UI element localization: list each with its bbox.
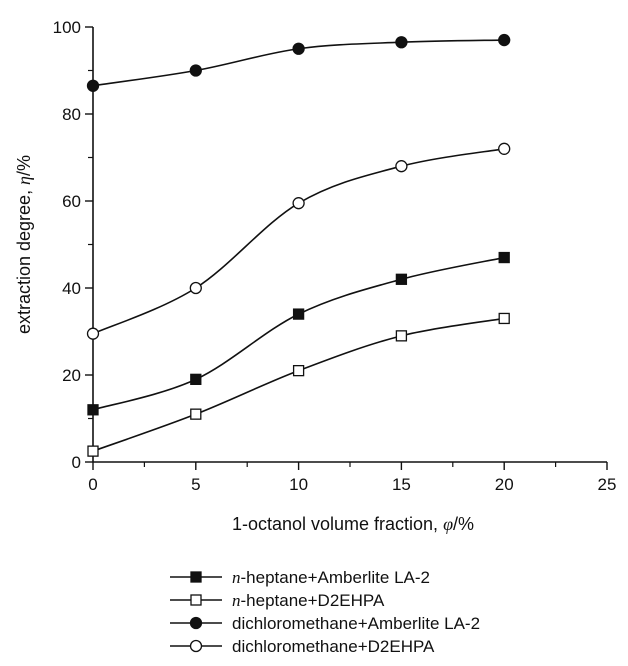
y-tick-label: 0 [72, 453, 81, 472]
x-tick-label: 25 [598, 475, 617, 494]
data-point-s2-0 [87, 445, 99, 457]
series-line-s2 [92, 317, 505, 452]
x-tick-label: 5 [191, 475, 200, 494]
y-tick-label: 60 [62, 192, 81, 211]
y-tick-label: 20 [62, 366, 81, 385]
data-point-s3-2 [292, 42, 305, 55]
data-point-s1-0 [87, 404, 99, 416]
x-tick-label: 20 [495, 475, 514, 494]
data-point-s2-3 [395, 330, 408, 342]
data-point-s1-1 [190, 373, 202, 386]
series-line-s4 [92, 148, 505, 335]
data-point-s3-0 [86, 79, 100, 92]
data-point-s2-2 [292, 364, 305, 377]
x-tick-label: 15 [392, 475, 411, 494]
legend-label: dichloromethane+Amberlite LA-2 [232, 614, 480, 633]
series-line-s1 [92, 256, 505, 411]
legend-item-s4: dichloromethane+D2EHPA [170, 637, 435, 656]
x-tick-label: 0 [88, 475, 97, 494]
y-axis-title: extraction degree, η/% [14, 155, 34, 334]
series-s4 [86, 142, 511, 340]
data-point-s3-3 [395, 36, 408, 49]
legend-marker [189, 616, 203, 630]
legend-marker [189, 639, 203, 653]
series-s2 [87, 312, 510, 457]
data-point-s2-1 [190, 408, 202, 420]
series-s3 [86, 33, 511, 92]
data-point-s4-2 [292, 197, 305, 210]
data-point-s4-3 [395, 160, 408, 173]
y-tick-label: 100 [53, 18, 81, 37]
axes-layer [85, 26, 608, 470]
legend-item-s2: n-heptane+D2EHPA [170, 591, 385, 610]
data-point-s4-0 [86, 327, 100, 340]
legend: n-heptane+Amberlite LA-2 n-heptane+D2EHPA… [170, 568, 480, 656]
series-s1 [87, 251, 510, 416]
legend-item-s1: n-heptane+Amberlite LA-2 [170, 568, 430, 587]
x-axis-title: 1-octanol volume fraction, φ/% [232, 514, 474, 534]
data-point-s3-1 [189, 64, 202, 77]
data-point-s1-4 [498, 251, 510, 264]
data-point-s4-4 [498, 142, 511, 155]
legend-item-s3: dichloromethane+Amberlite LA-2 [170, 614, 480, 633]
data-point-s3-4 [498, 33, 511, 47]
legend-marker [190, 594, 202, 606]
legend-label: n-heptane+Amberlite LA-2 [232, 568, 430, 587]
x-tick-label: 10 [289, 475, 308, 494]
data-point-s1-3 [395, 273, 408, 285]
series-layer [86, 33, 511, 457]
y-tick-label: 40 [62, 279, 81, 298]
legend-marker [190, 571, 202, 583]
data-point-s1-2 [292, 308, 305, 320]
tick-labels-layer: 0 5 10 15 20 25 0 20 40 60 80 100 [53, 18, 617, 494]
y-tick-label: 80 [62, 105, 81, 124]
legend-label: dichloromethane+D2EHPA [232, 637, 435, 656]
legend-label: n-heptane+D2EHPA [232, 591, 385, 610]
data-point-s4-1 [189, 281, 202, 295]
data-point-s2-4 [498, 312, 510, 325]
